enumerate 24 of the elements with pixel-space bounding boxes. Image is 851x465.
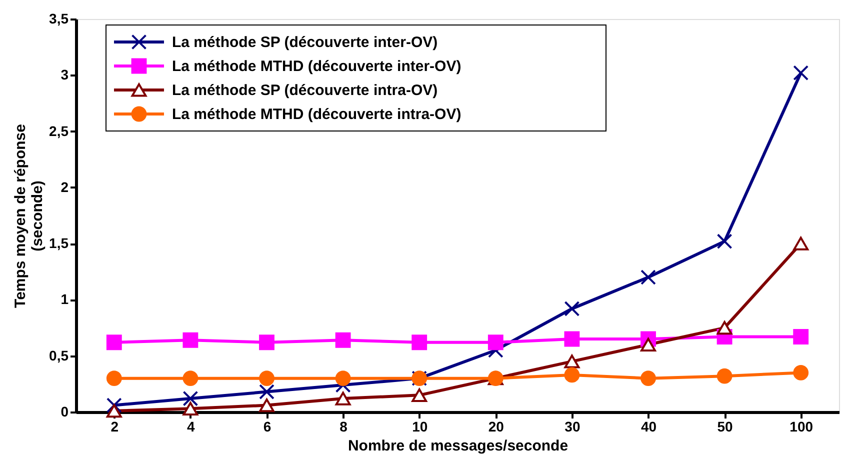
x-tick-label: 6	[263, 418, 272, 434]
x-tick-label: 40	[640, 418, 657, 434]
y-tick-label: 1	[60, 291, 69, 308]
x-tick-label: 2	[110, 418, 119, 434]
legend-label: La méthode MTHD (découverte intra-OV)	[172, 106, 462, 123]
x-tick-label: 100	[790, 418, 814, 434]
y-tick-label: 3	[60, 66, 69, 83]
x-tick-label: 10	[412, 418, 428, 434]
y-tick-label: 3,5	[49, 10, 69, 26]
x-tick-label: 8	[340, 418, 348, 434]
legend-label: La méthode MTHD (découverte inter-OV)	[172, 58, 462, 75]
y-tick-label: 0,5	[49, 347, 69, 364]
legend-label: La méthode SP (découverte intra-OV)	[172, 82, 438, 99]
y-tick-label: 2	[60, 178, 69, 195]
x-axis-title: Nombre de messages/seconde	[348, 438, 568, 454]
x-tick-label: 20	[488, 418, 504, 434]
x-tick-label: 50	[717, 418, 734, 434]
y-axis-title: Temps moyen de réponse (seconde)	[12, 124, 46, 308]
y-tick-label: 2,5	[49, 122, 69, 139]
legend-label: La méthode SP (découverte inter-OV)	[172, 34, 438, 51]
y-tick-label: 0	[60, 404, 69, 420]
x-tick-label: 4	[187, 418, 196, 434]
x-tick-label: 30	[564, 418, 580, 434]
y-tick-label: 1,5	[49, 235, 69, 252]
